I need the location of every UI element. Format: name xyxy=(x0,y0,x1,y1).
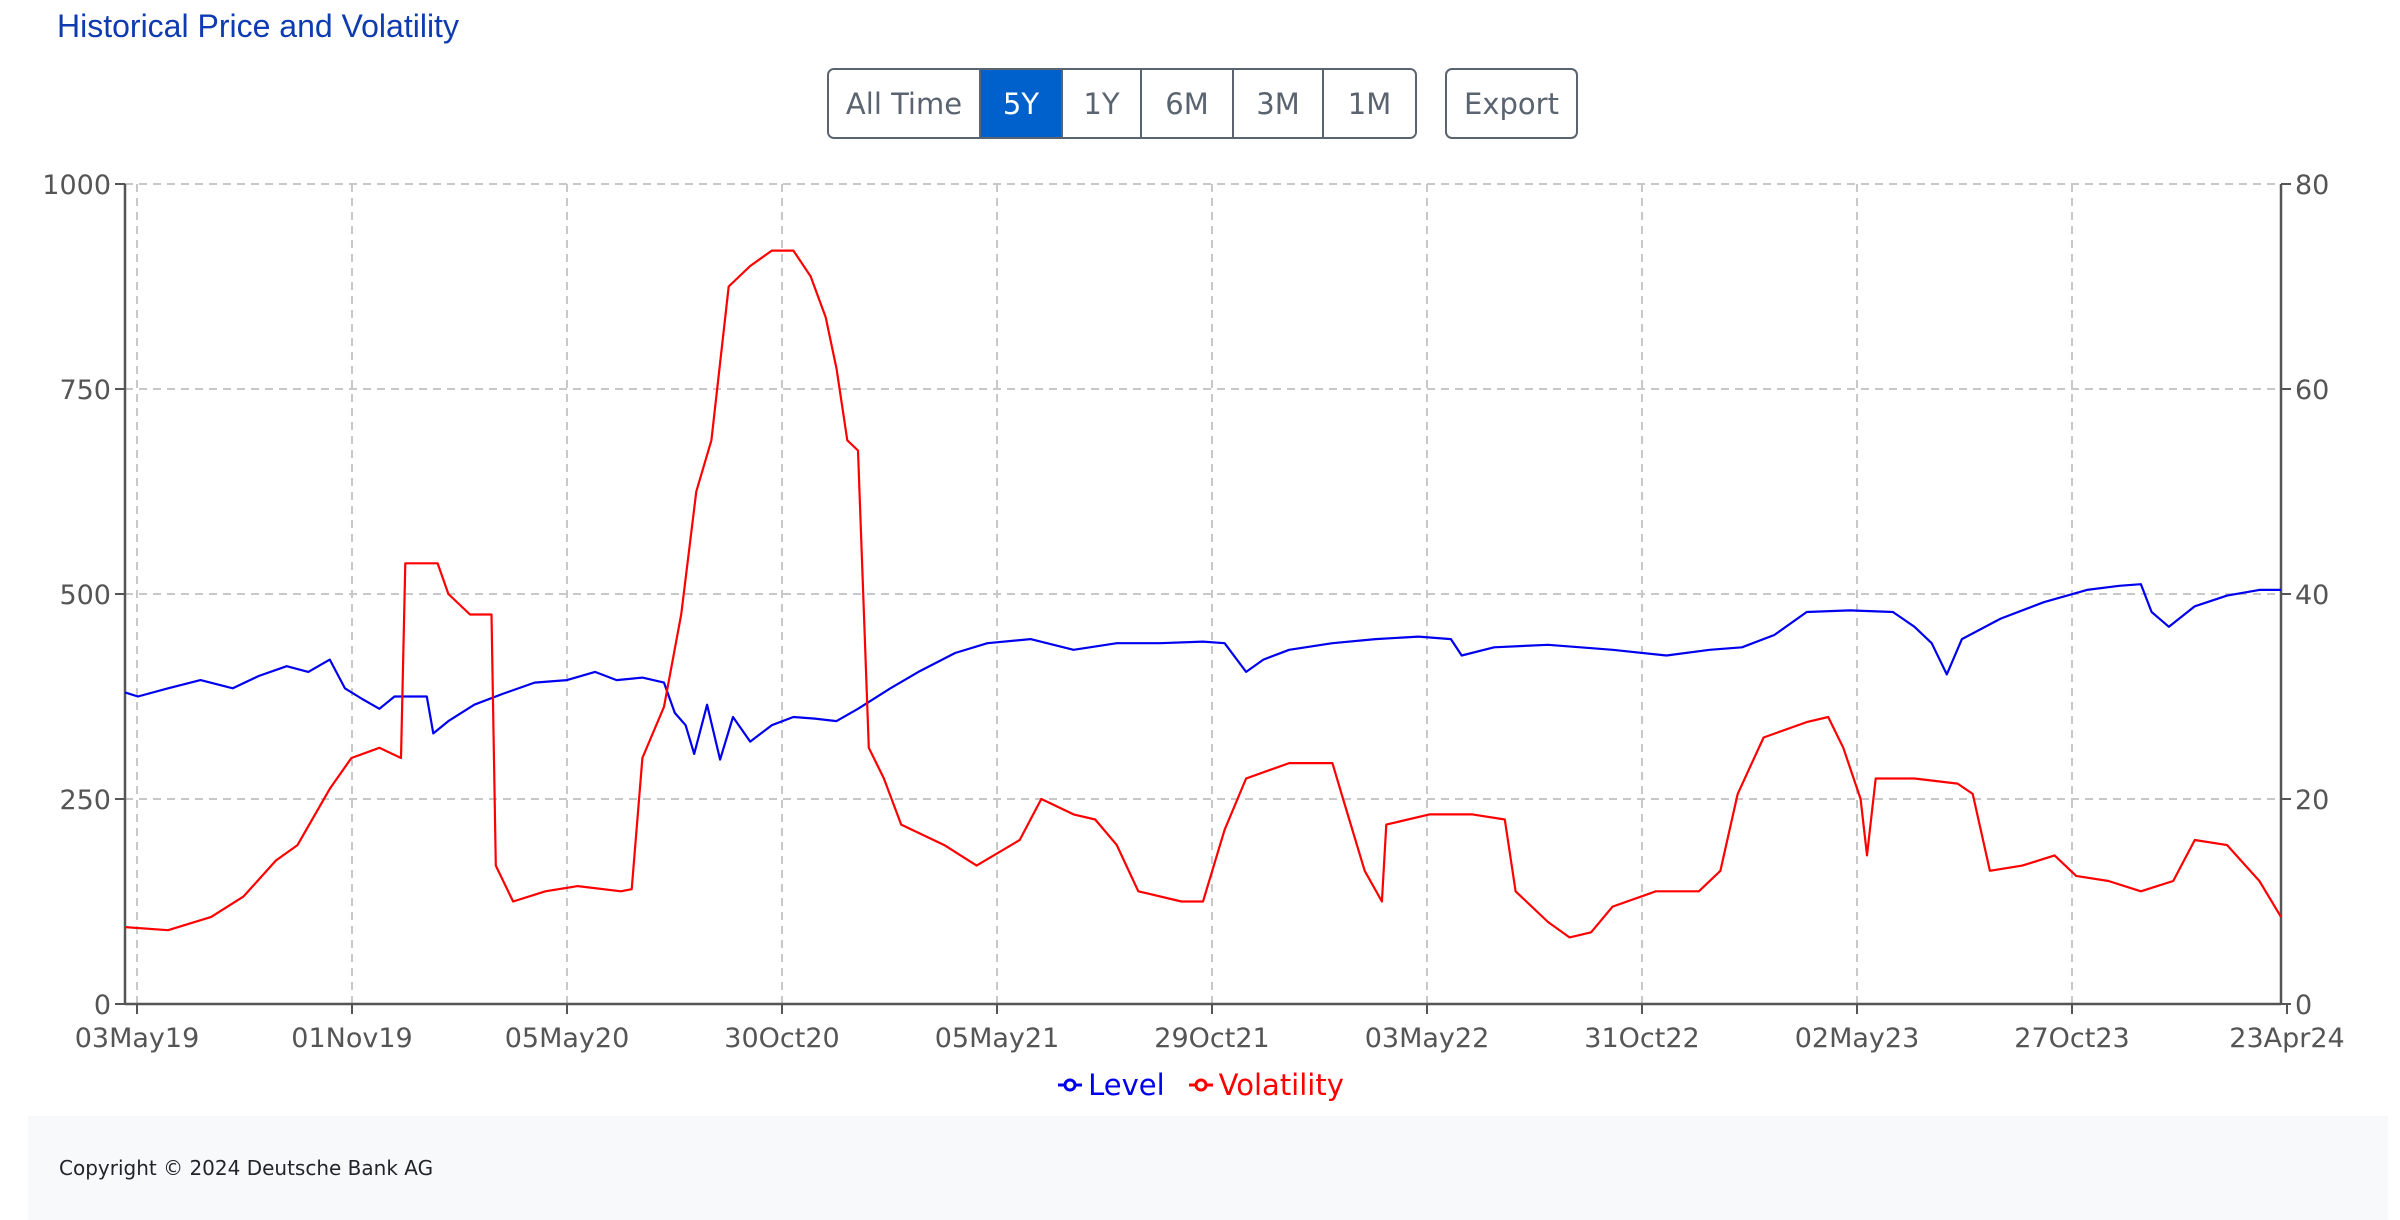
range-button-1y[interactable]: 1Y xyxy=(1063,70,1142,137)
export-button[interactable]: Export xyxy=(1445,68,1578,139)
range-button-6m[interactable]: 6M xyxy=(1142,70,1234,137)
x-tick-label: 02May23 xyxy=(1795,1023,1920,1054)
x-tick-label: 05May20 xyxy=(505,1023,630,1054)
legend-marker-icon xyxy=(1188,1078,1213,1092)
y2-tick-label: 0 xyxy=(2295,990,2312,1021)
legend-label: Volatility xyxy=(1218,1068,1344,1102)
y-tick-label: 500 xyxy=(59,580,111,611)
y2-tick-label: 20 xyxy=(2295,785,2329,816)
series-line-volatility[interactable] xyxy=(124,249,2282,939)
y2-tick-label: 60 xyxy=(2295,375,2329,406)
x-tick-label: 29Oct21 xyxy=(1154,1023,1269,1054)
range-button-5y[interactable]: 5Y xyxy=(981,70,1063,137)
range-button-3m[interactable]: 3M xyxy=(1234,70,1324,137)
range-button-1m[interactable]: 1M xyxy=(1324,70,1415,137)
y-tick-label: 1000 xyxy=(42,170,111,201)
y-tick-label: 750 xyxy=(59,375,111,406)
x-tick-label: 03May19 xyxy=(75,1023,200,1054)
x-tick-label: 01Nov19 xyxy=(291,1023,412,1054)
x-tick-label: 05May21 xyxy=(935,1023,1060,1054)
x-tick-label: 03May22 xyxy=(1365,1023,1490,1054)
y-tick-label: 250 xyxy=(59,785,111,816)
footer: Copyright © 2024 Deutsche Bank AG xyxy=(28,1116,2388,1220)
chart-legend: Level Volatility xyxy=(0,1068,2400,1102)
y2-tick-label: 40 xyxy=(2295,580,2329,611)
series-line-level[interactable] xyxy=(124,583,2281,761)
copyright-text: Copyright © 2024 Deutsche Bank AG xyxy=(59,1156,434,1180)
legend-item-volatility[interactable]: Volatility xyxy=(1187,1068,1344,1102)
x-tick-label: 27Oct23 xyxy=(2014,1023,2129,1054)
legend-label: Level xyxy=(1088,1068,1165,1102)
range-button-all-time[interactable]: All Time xyxy=(829,70,981,137)
page-title: Historical Price and Volatility xyxy=(57,8,459,44)
x-tick-label: 23Apr24 xyxy=(2229,1023,2344,1054)
y2-tick-label: 80 xyxy=(2295,170,2329,201)
legend-marker-icon xyxy=(1058,1078,1083,1092)
x-tick-label: 31Oct22 xyxy=(1584,1023,1699,1054)
legend-item-level[interactable]: Level xyxy=(1056,1068,1165,1102)
x-tick-label: 30Oct20 xyxy=(724,1023,839,1054)
range-button-group: All Time 5Y 1Y 6M 3M 1M xyxy=(827,68,1417,139)
price-volatility-chart[interactable]: 0 250 500 750 1000 0 20 40 60 80 03May19 01Nov19 05M… xyxy=(0,0,2400,1060)
y-tick-label: 0 xyxy=(94,990,111,1021)
